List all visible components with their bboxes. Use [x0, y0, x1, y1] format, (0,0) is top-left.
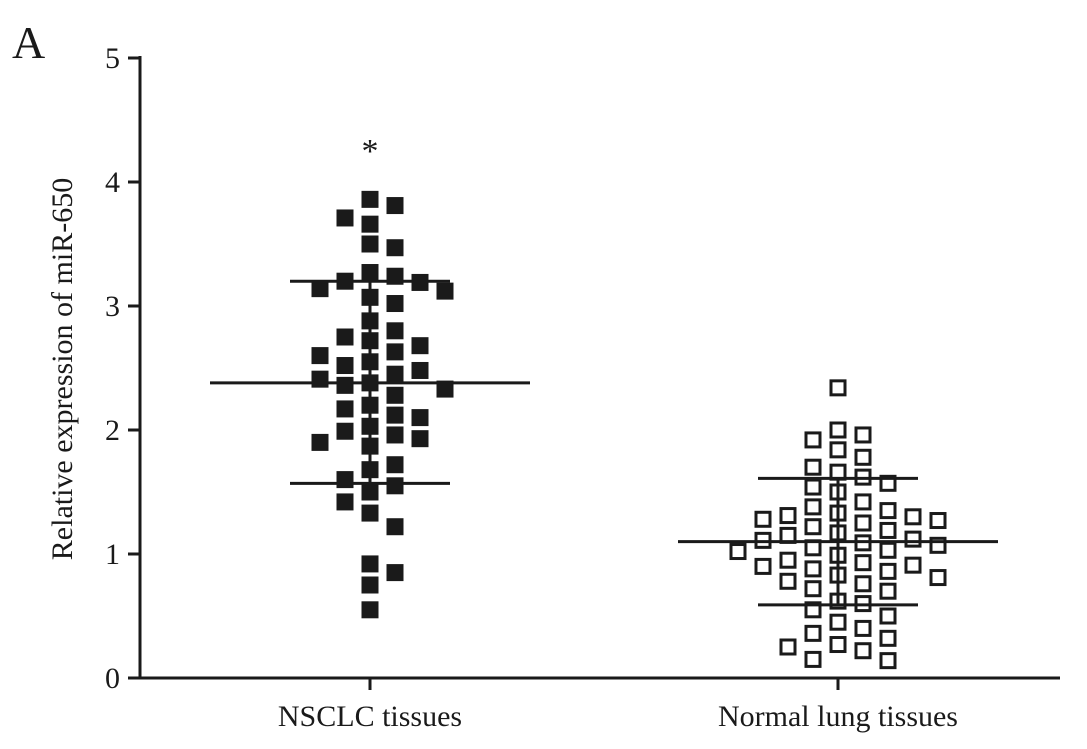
data-point [779, 551, 797, 569]
data-point [854, 575, 872, 593]
data-point [386, 322, 404, 340]
data-point [804, 560, 822, 578]
data-point [361, 601, 379, 619]
data-point [336, 376, 354, 394]
data-point [804, 478, 822, 496]
data-point [386, 518, 404, 536]
y-tick-label: 5 [105, 42, 120, 75]
data-point [854, 493, 872, 511]
data-point [904, 556, 922, 574]
data-point [386, 456, 404, 474]
data-point [804, 580, 822, 598]
data-point [879, 541, 897, 559]
data-point [779, 572, 797, 590]
data-point [361, 190, 379, 208]
data-point [311, 370, 329, 388]
data-point [336, 400, 354, 418]
data-point [829, 636, 847, 654]
data-point [411, 361, 429, 379]
data-point [879, 521, 897, 539]
data-point [904, 508, 922, 526]
data-point [386, 477, 404, 495]
data-point [904, 530, 922, 548]
data-point [879, 582, 897, 600]
data-point [854, 448, 872, 466]
data-point [804, 650, 822, 668]
data-point [361, 215, 379, 233]
data-point [754, 510, 772, 528]
data-point [829, 441, 847, 459]
data-point [854, 514, 872, 532]
data-point [879, 607, 897, 625]
data-point [829, 379, 847, 397]
data-point [804, 624, 822, 642]
data-point [411, 337, 429, 355]
data-point [311, 280, 329, 298]
data-point [336, 328, 354, 346]
y-tick-label: 3 [105, 290, 120, 323]
data-point [361, 576, 379, 594]
data-point [929, 512, 947, 530]
data-point [829, 421, 847, 439]
data-point [361, 264, 379, 282]
data-point [879, 652, 897, 670]
axes: 0 1 2 3 4 5 NSCLC tissues Normal lung tissues [105, 42, 1060, 733]
data-point [386, 365, 404, 383]
data-point [854, 642, 872, 660]
data-point [311, 347, 329, 365]
data-point [754, 557, 772, 575]
data-point [879, 502, 897, 520]
data-point [854, 426, 872, 444]
y-tick-label: 4 [105, 166, 120, 199]
data-point [361, 235, 379, 253]
y-tick-label: 2 [105, 414, 120, 447]
data-point [311, 433, 329, 451]
data-point [336, 471, 354, 489]
data-point [436, 380, 454, 398]
data-point [336, 493, 354, 511]
data-point [879, 629, 897, 647]
data-point [804, 518, 822, 536]
data-point [386, 406, 404, 424]
data-point [336, 422, 354, 440]
x-tick-label: Normal lung tissues [718, 700, 958, 733]
data-point [804, 498, 822, 516]
data-point [386, 239, 404, 257]
y-axis-label: Relative expression of miR-650 [46, 178, 79, 560]
data-point [386, 564, 404, 582]
data-point [854, 619, 872, 637]
data-point [436, 282, 454, 300]
panel-label: A [12, 17, 45, 68]
data-point [411, 409, 429, 427]
data-point [779, 638, 797, 656]
data-point [804, 431, 822, 449]
y-tick-label: 1 [105, 538, 120, 571]
data-point [411, 430, 429, 448]
data-point [361, 504, 379, 522]
data-point [361, 483, 379, 501]
data-point [929, 569, 947, 587]
data-marks: * [210, 133, 998, 670]
data-point [336, 357, 354, 375]
data-point [829, 613, 847, 631]
data-point [804, 458, 822, 476]
x-tick-label: NSCLC tissues [278, 700, 462, 733]
data-point [386, 197, 404, 215]
data-point [386, 343, 404, 361]
significance-asterisk: * [362, 133, 379, 170]
data-point [336, 209, 354, 227]
data-point [386, 386, 404, 404]
data-point [879, 562, 897, 580]
data-point [386, 295, 404, 313]
data-point [729, 543, 747, 561]
data-point [779, 507, 797, 525]
y-tick-label: 0 [105, 662, 120, 695]
data-point [854, 554, 872, 572]
data-point [386, 426, 404, 444]
data-point [361, 555, 379, 573]
